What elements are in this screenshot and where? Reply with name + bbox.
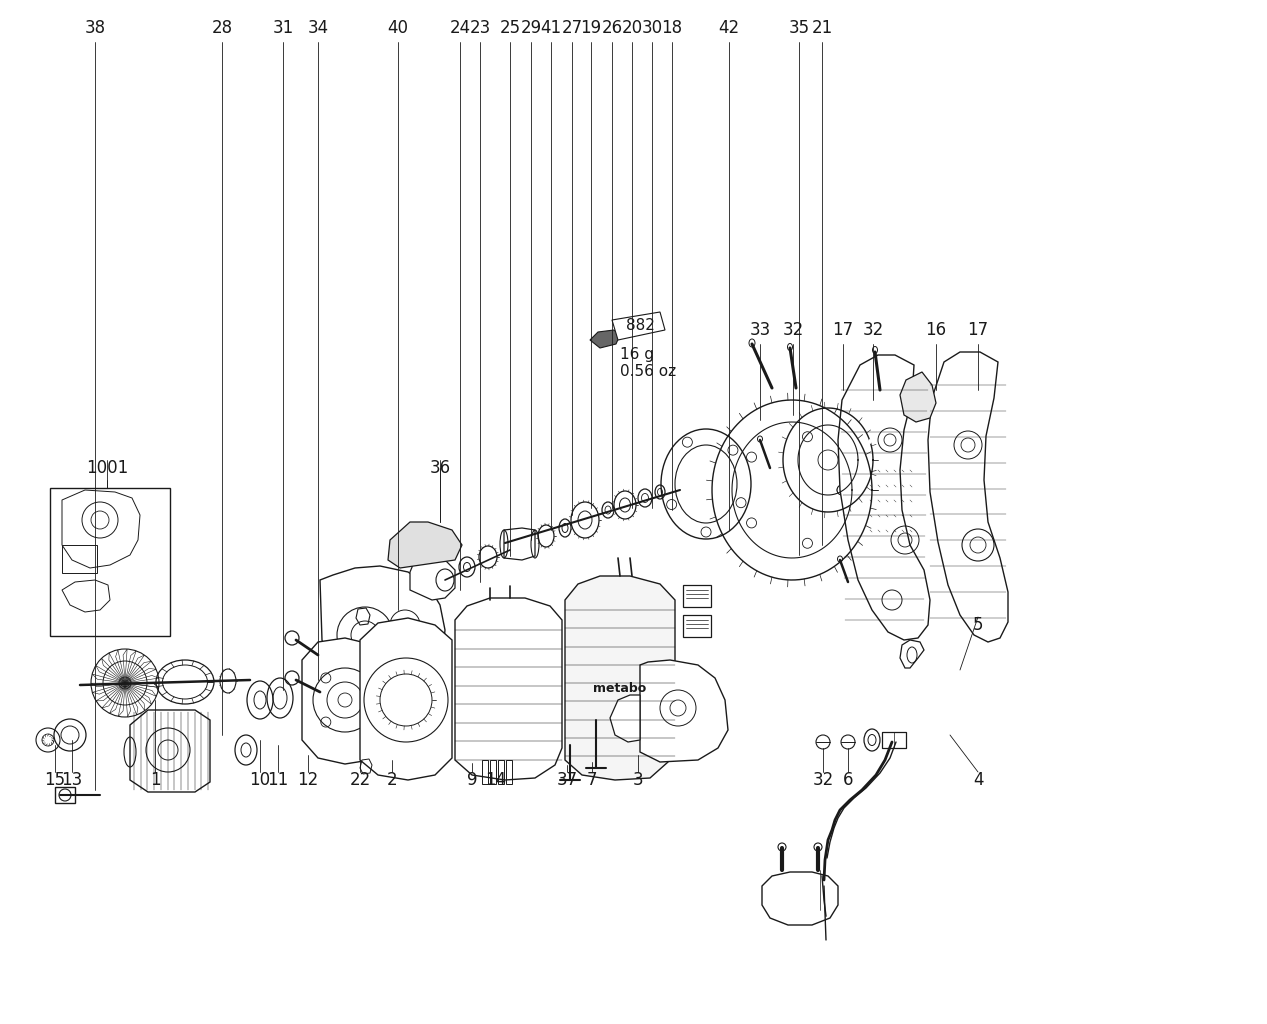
Text: 16: 16	[925, 321, 946, 339]
Bar	[62, 545, 98, 573]
Text: 6: 6	[843, 771, 853, 790]
Text: 10: 10	[250, 771, 271, 790]
Text: 11: 11	[267, 771, 289, 790]
Polygon shape	[302, 638, 388, 764]
Polygon shape	[609, 695, 640, 742]
Text: 4: 4	[973, 771, 983, 790]
Text: 26: 26	[602, 19, 622, 37]
Text: 32: 32	[812, 771, 834, 790]
Bar	[49, 488, 170, 636]
Text: 17: 17	[832, 321, 854, 339]
Text: 33: 33	[749, 321, 770, 339]
Text: 24: 24	[450, 19, 470, 37]
Text: 2: 2	[386, 771, 398, 790]
Text: 1: 1	[150, 771, 161, 790]
Text: 30: 30	[641, 19, 663, 37]
Bar	[490, 760, 495, 784]
Polygon shape	[761, 872, 837, 925]
Text: 25: 25	[499, 19, 521, 37]
Polygon shape	[612, 312, 665, 340]
Polygon shape	[565, 575, 675, 780]
Polygon shape	[455, 598, 563, 780]
Text: 41: 41	[541, 19, 561, 37]
Polygon shape	[131, 710, 210, 792]
Polygon shape	[640, 660, 729, 762]
Text: 1001: 1001	[86, 459, 128, 477]
Polygon shape	[411, 558, 455, 600]
Text: 9: 9	[466, 771, 478, 790]
Text: metabo: metabo	[593, 682, 646, 694]
Bar	[498, 760, 504, 784]
Polygon shape	[504, 528, 535, 560]
Polygon shape	[900, 640, 924, 668]
Text: 0.56 oz: 0.56 oz	[620, 365, 677, 380]
Text: 31: 31	[272, 19, 294, 37]
Bar	[54, 787, 75, 803]
Text: 17: 17	[968, 321, 988, 339]
Polygon shape	[837, 355, 930, 640]
Text: 34: 34	[308, 19, 328, 37]
Text: 12: 12	[298, 771, 318, 790]
Text: 882: 882	[626, 318, 655, 334]
Text: 19: 19	[580, 19, 602, 37]
Bar	[506, 760, 512, 784]
Text: 18: 18	[661, 19, 683, 37]
Bar	[683, 615, 711, 637]
Text: 3: 3	[632, 771, 644, 790]
Text: 36: 36	[430, 459, 451, 477]
Text: 40: 40	[388, 19, 408, 37]
Text: 29: 29	[521, 19, 541, 37]
Text: 42: 42	[718, 19, 740, 37]
Polygon shape	[388, 522, 462, 568]
Text: 5: 5	[973, 616, 983, 634]
Text: 32: 32	[783, 321, 803, 339]
Text: 27: 27	[561, 19, 583, 37]
Polygon shape	[321, 566, 445, 700]
Text: 7: 7	[587, 771, 597, 790]
Text: 22: 22	[350, 771, 371, 790]
Text: 35: 35	[788, 19, 810, 37]
Bar	[882, 732, 906, 748]
Text: 16 g: 16 g	[620, 347, 654, 362]
Text: 13: 13	[61, 771, 82, 790]
Text: 14: 14	[485, 771, 507, 790]
Text: 20: 20	[621, 19, 642, 37]
Text: 32: 32	[863, 321, 883, 339]
Polygon shape	[927, 352, 1009, 642]
Text: 23: 23	[469, 19, 490, 37]
Bar	[481, 760, 488, 784]
Text: 38: 38	[85, 19, 105, 37]
Text: 21: 21	[811, 19, 832, 37]
Polygon shape	[590, 330, 620, 348]
Bar	[683, 585, 711, 607]
Polygon shape	[360, 618, 452, 780]
Text: 37: 37	[556, 771, 578, 790]
Text: 28: 28	[212, 19, 233, 37]
Text: 15: 15	[44, 771, 66, 790]
Polygon shape	[900, 372, 936, 422]
